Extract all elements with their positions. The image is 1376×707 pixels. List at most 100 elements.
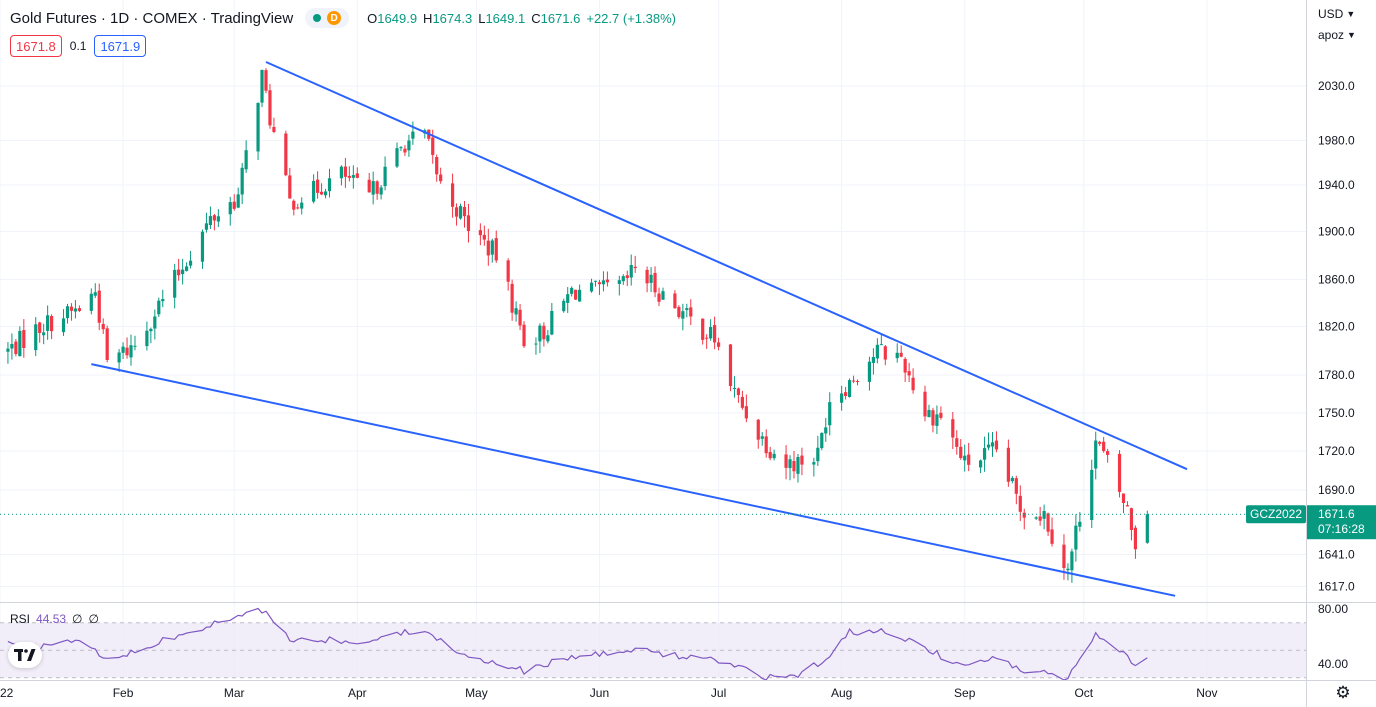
candle-body — [343, 166, 347, 177]
rsi-extra-2: ∅ — [88, 612, 99, 626]
last-price-label: 1671.6 — [1318, 507, 1355, 521]
buy-price-button[interactable]: 1671.9 — [94, 35, 147, 57]
candle-body — [510, 283, 514, 313]
candle-body — [772, 453, 776, 459]
high-label: H — [423, 10, 433, 26]
candle-body — [939, 412, 943, 418]
candle-body — [22, 330, 26, 348]
rsi-value: 44.53 — [36, 612, 67, 626]
candle-body — [812, 462, 816, 465]
candle-body — [728, 344, 733, 386]
candle-body — [597, 282, 602, 285]
candle-body — [951, 419, 955, 438]
candle-body — [1062, 544, 1066, 568]
candle-body — [589, 282, 594, 292]
candle-body — [986, 444, 991, 448]
candle-body — [967, 454, 971, 465]
price-tick-label: 1940.0 — [1318, 178, 1355, 192]
candle-body — [546, 335, 550, 342]
candle-body — [756, 419, 760, 440]
candle-body — [621, 276, 625, 282]
candle-body — [399, 147, 403, 149]
candle-body — [10, 343, 14, 349]
candle-body — [466, 215, 471, 231]
candle-body — [69, 306, 74, 311]
candle-body — [994, 440, 999, 450]
candle-body — [709, 327, 713, 339]
candle-body — [236, 194, 240, 208]
candlestick-series — [6, 68, 1149, 583]
candle-body — [851, 380, 856, 382]
time-tick-label: May — [465, 686, 488, 700]
candle-body — [566, 294, 570, 303]
candle-body — [260, 69, 264, 103]
time-tick-label: Nov — [1196, 686, 1217, 700]
trendlines[interactable] — [91, 61, 1188, 597]
scale-mode-selector[interactable]: apoz ▼ — [1318, 28, 1356, 42]
candle-body — [367, 179, 371, 193]
candle-body — [701, 318, 705, 340]
candle-body — [963, 455, 967, 461]
candle-body — [1129, 508, 1134, 531]
candle-body — [605, 279, 610, 283]
candle-body — [411, 131, 415, 139]
candle-body — [1098, 441, 1102, 444]
upper-trendline[interactable] — [265, 61, 1188, 471]
sell-price-button[interactable]: 1671.8 — [10, 35, 62, 57]
candle-body — [657, 293, 661, 302]
last-price-marker: GCZ2022 1671.607:16:28 — [0, 505, 1376, 540]
candle-body — [1117, 453, 1122, 492]
candle-body — [34, 324, 38, 351]
candle-body — [494, 238, 498, 261]
grid — [0, 0, 1306, 679]
gear-icon[interactable]: ⚙ — [1335, 683, 1351, 702]
candle-body — [129, 345, 133, 358]
quote-panel: 1671.8 0.1 1671.9 — [10, 35, 147, 57]
candle-body — [1018, 495, 1022, 512]
candle-body — [578, 289, 582, 302]
candle-body — [824, 427, 828, 434]
candle-body — [1050, 529, 1054, 544]
candle-body — [982, 448, 987, 460]
candle-body — [990, 442, 995, 447]
candle-body — [50, 316, 54, 332]
candle-body — [228, 202, 232, 215]
chevron-down-icon: ▼ — [1346, 9, 1356, 19]
candle-body — [760, 436, 764, 439]
candle-body — [133, 345, 137, 347]
currency-selector[interactable]: USD ▼ — [1318, 7, 1355, 21]
candle-body — [208, 216, 213, 226]
tradingview-logo-icon[interactable] — [8, 642, 42, 668]
candle-body — [177, 269, 181, 276]
candle-body — [339, 166, 344, 179]
market-status-badge[interactable]: D — [305, 8, 350, 28]
low-label: L — [478, 10, 486, 26]
lower-trendline[interactable] — [91, 363, 1176, 597]
candle-body — [97, 290, 101, 323]
candle-body — [383, 166, 387, 187]
candle-body — [689, 307, 693, 317]
candle-body — [312, 180, 316, 202]
candle-body — [828, 402, 832, 426]
candle-body — [1010, 477, 1014, 482]
time-tick-label: Aug — [831, 686, 852, 700]
symbol-title[interactable]: Gold Futures · 1D · COMEX · TradingView — [10, 9, 294, 27]
candle-body — [46, 315, 50, 331]
candle-body — [212, 215, 216, 221]
candle-body — [899, 352, 903, 357]
last-price-box — [1307, 505, 1376, 540]
candle-body — [1102, 441, 1106, 452]
candle-body — [625, 275, 629, 279]
rsi-name[interactable]: RSI — [10, 612, 31, 626]
candle-body — [323, 191, 328, 196]
candle-body — [173, 269, 177, 298]
candle-body — [732, 387, 737, 389]
candle-body — [347, 175, 351, 178]
candle-body — [105, 328, 109, 361]
rsi-pane — [0, 607, 1306, 681]
price-tick-label: 1980.0 — [1318, 134, 1355, 148]
change-value: +22.7 (+1.38%) — [586, 10, 676, 26]
market-open-icon — [313, 14, 322, 22]
candle-body — [617, 280, 621, 284]
